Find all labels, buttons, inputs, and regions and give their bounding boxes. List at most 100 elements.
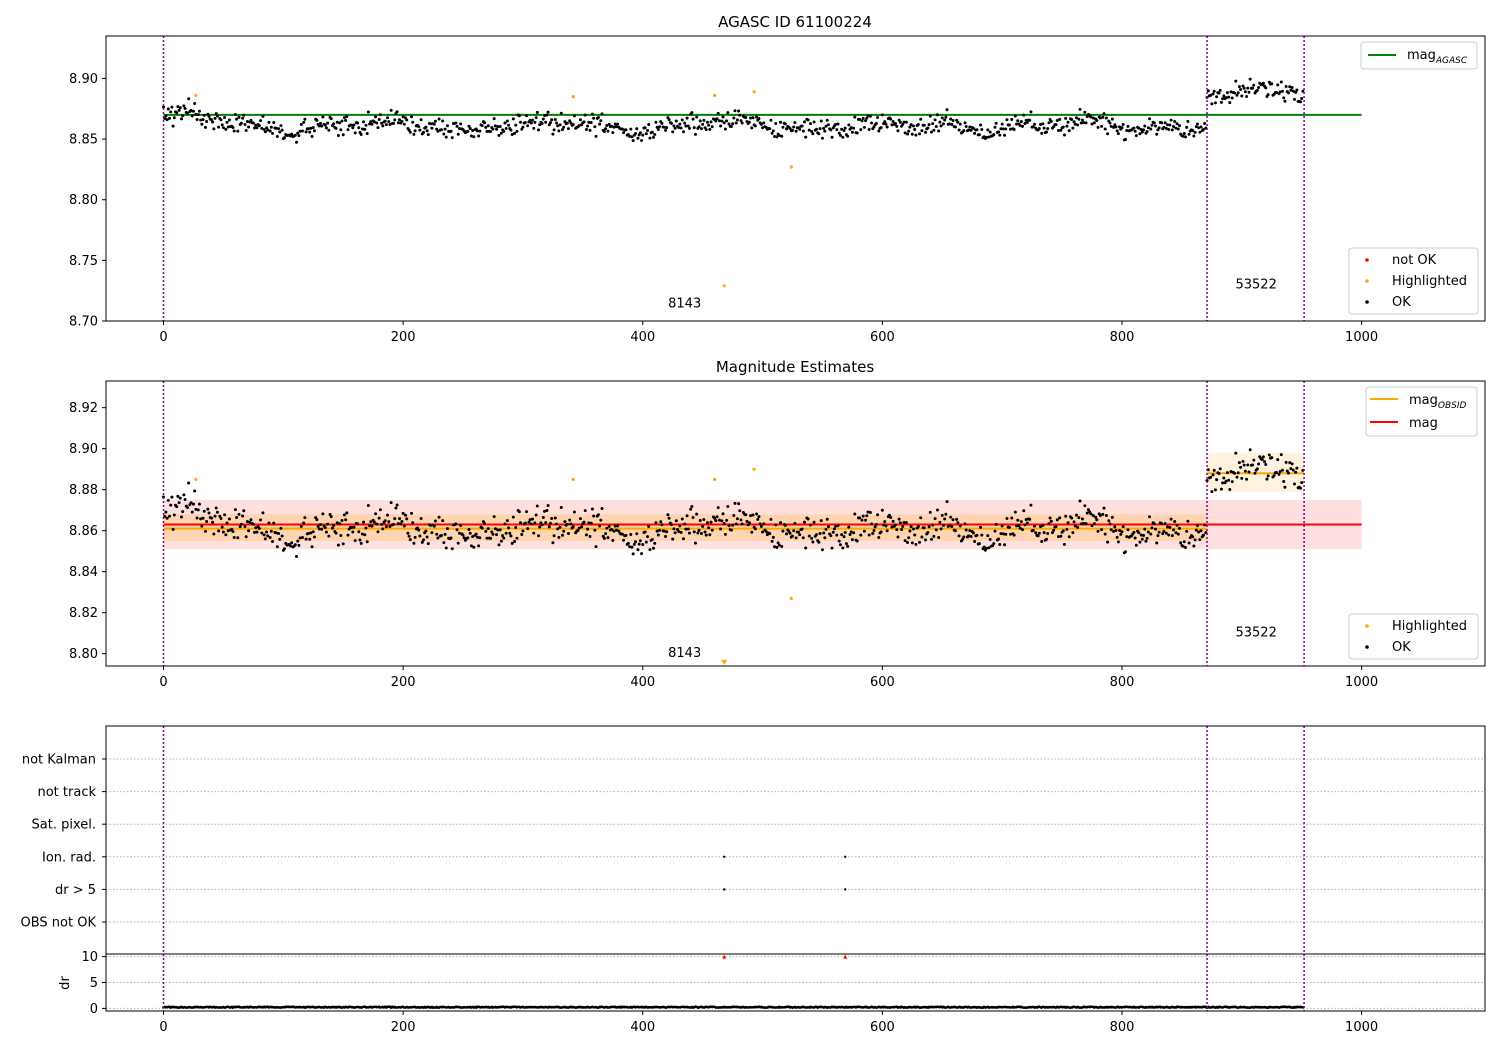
ok-point: [1219, 100, 1223, 104]
ok-point: [457, 126, 461, 130]
ok-point: [1072, 520, 1076, 524]
ok-point: [994, 522, 998, 526]
ok-point: [1162, 125, 1166, 129]
ok-point: [683, 522, 687, 526]
ok-point: [629, 127, 633, 131]
ok-point: [655, 125, 659, 129]
ok-point: [653, 132, 657, 136]
ok-point: [758, 522, 762, 526]
ok-point: [340, 119, 344, 123]
ok-point: [268, 129, 272, 133]
ok-point: [838, 543, 842, 547]
ok-point: [692, 126, 696, 130]
ok-point: [853, 115, 857, 119]
ok-point: [1248, 77, 1252, 81]
ok-point: [913, 533, 917, 537]
ok-point: [221, 530, 225, 534]
ok-point: [1175, 523, 1179, 527]
ok-point: [659, 520, 663, 524]
ok-point: [548, 521, 552, 525]
ok-point: [568, 518, 572, 522]
ok-point: [387, 120, 391, 124]
ok-point: [739, 518, 743, 522]
ok-point: [962, 129, 966, 133]
ok-point: [832, 527, 836, 531]
ok-point: [220, 123, 224, 127]
ok-point: [594, 134, 598, 138]
ok-point: [1288, 461, 1292, 465]
ok-point: [1288, 85, 1292, 89]
ok-point: [862, 529, 866, 533]
ok-point: [1116, 540, 1120, 544]
ok-point: [919, 516, 923, 520]
ok-point: [528, 118, 532, 122]
y-tick-label: 8.84: [69, 565, 98, 580]
ok-point: [1018, 124, 1022, 128]
ok-point: [1175, 122, 1179, 126]
ok-point: [773, 134, 777, 138]
ok-point: [1021, 528, 1025, 532]
ok-point: [842, 535, 846, 539]
ok-point: [953, 125, 957, 129]
ok-point: [1298, 486, 1302, 490]
ok-point: [280, 534, 284, 538]
ok-point: [171, 527, 175, 531]
ok-point: [260, 531, 264, 535]
ok-point: [181, 114, 185, 118]
ok-point: [613, 524, 617, 528]
ok-point: [901, 524, 905, 528]
ok-point: [1173, 520, 1177, 524]
ok-point: [1198, 130, 1202, 134]
ok-point: [432, 524, 436, 528]
ok-point: [909, 525, 913, 529]
ok-point: [896, 535, 900, 539]
ok-point: [1212, 89, 1216, 93]
ok-point: [912, 527, 916, 531]
ok-point: [324, 530, 328, 534]
ok-point: [846, 134, 850, 138]
ok-point: [847, 123, 851, 127]
ok-point: [445, 124, 449, 128]
agasc-panel-plot-area: [162, 36, 1362, 321]
ok-point: [543, 114, 547, 118]
ok-point: [1138, 540, 1142, 544]
ok-point: [436, 536, 440, 540]
ok-point: [910, 541, 914, 545]
ok-point: [1264, 463, 1268, 467]
ok-point: [185, 505, 189, 509]
ok-point: [560, 533, 564, 537]
ok-point: [695, 115, 699, 119]
ok-point: [419, 516, 423, 520]
ok-point: [1106, 540, 1110, 544]
ok-point: [967, 128, 971, 132]
ok-point: [335, 521, 339, 525]
ok-point: [217, 529, 221, 533]
ok-point: [551, 541, 555, 545]
ok-point: [775, 135, 779, 139]
ok-point: [582, 520, 586, 524]
ok-point: [197, 109, 201, 113]
ok-point: [681, 130, 685, 134]
ok-point: [902, 520, 906, 524]
ok-point: [781, 125, 785, 129]
y-tick-label: 5: [90, 976, 98, 991]
ok-point: [552, 534, 556, 538]
magnitude-panel-obsid-label-8143: 8143: [668, 646, 701, 661]
ok-point: [571, 123, 575, 127]
ok-point: [513, 540, 517, 544]
legend-label-mag-agasc: magAGASC: [1407, 48, 1468, 66]
ok-point: [720, 519, 724, 523]
ok-point: [531, 517, 535, 521]
ok-point: [336, 543, 340, 547]
ok-point: [962, 535, 966, 539]
ok-point: [697, 528, 701, 532]
highlighted-point: [194, 477, 198, 482]
ok-point: [807, 128, 811, 132]
x-tick-label: 800: [1110, 675, 1135, 690]
ok-point: [1225, 471, 1229, 475]
ok-point: [297, 543, 301, 547]
ok-point: [459, 122, 463, 126]
ok-point: [181, 510, 185, 514]
x-tick-label: 0: [159, 675, 167, 690]
ok-point: [1094, 515, 1098, 519]
